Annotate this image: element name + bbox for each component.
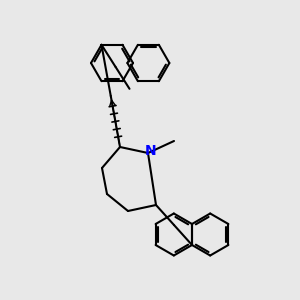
Text: N: N [145, 144, 157, 158]
